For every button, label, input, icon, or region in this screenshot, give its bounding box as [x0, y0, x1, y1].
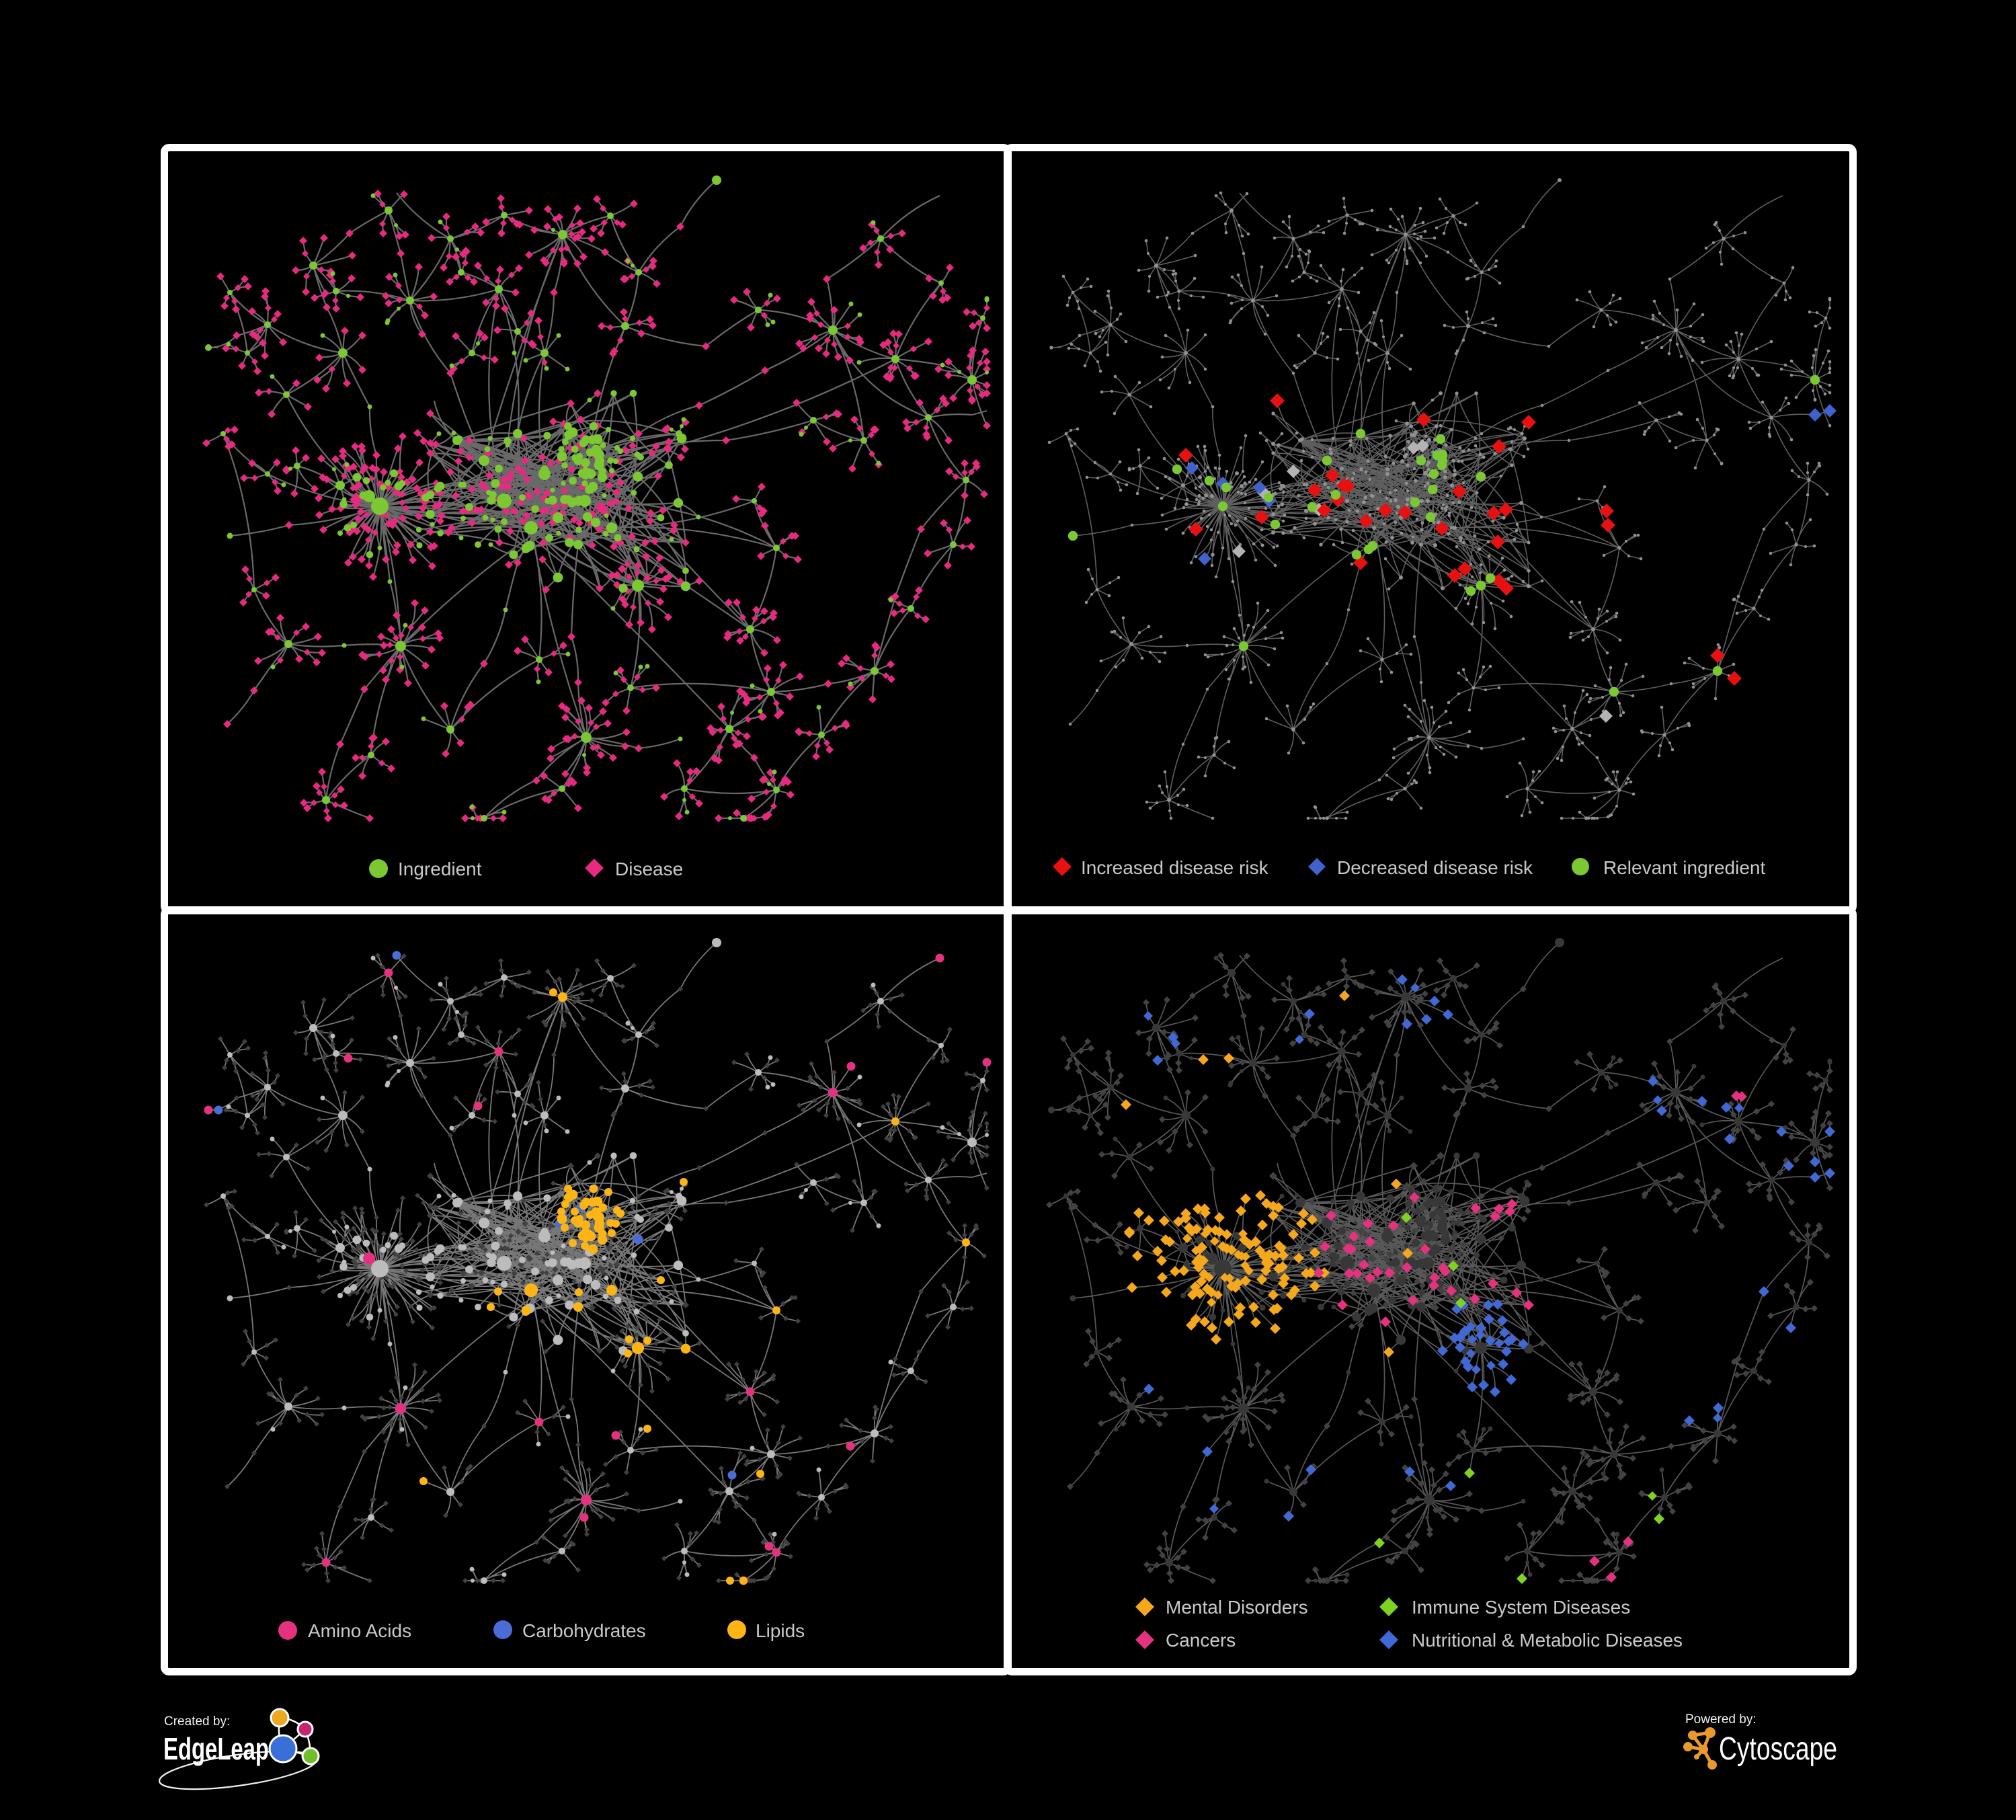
svg-text:Disease: Disease: [615, 859, 683, 879]
svg-text:Amino Acids: Amino Acids: [308, 1620, 411, 1641]
svg-text:Carbohydrates: Carbohydrates: [522, 1620, 646, 1641]
svg-text:Created by:: Created by:: [164, 1714, 230, 1729]
svg-text:Increased disease risk: Increased disease risk: [1081, 857, 1269, 878]
svg-text:Cancers: Cancers: [1166, 1630, 1236, 1651]
svg-text:Ingredient: Ingredient: [398, 859, 482, 879]
svg-text:Mental Disorders: Mental Disorders: [1166, 1597, 1308, 1618]
svg-text:Cytoscape: Cytoscape: [1719, 1731, 1837, 1767]
svg-text:Lipids: Lipids: [756, 1620, 805, 1641]
svg-text:Nutritional & Metabolic Diseas: Nutritional & Metabolic Diseases: [1412, 1630, 1683, 1651]
svg-text:Powered by:: Powered by:: [1685, 1712, 1757, 1727]
svg-text:Decreased disease risk: Decreased disease risk: [1337, 857, 1533, 878]
svg-text:Relevant ingredient: Relevant ingredient: [1603, 857, 1765, 878]
svg-text:Immune System Diseases: Immune System Diseases: [1412, 1597, 1630, 1618]
svg-text:EdgeLeap: EdgeLeap: [163, 1731, 269, 1766]
